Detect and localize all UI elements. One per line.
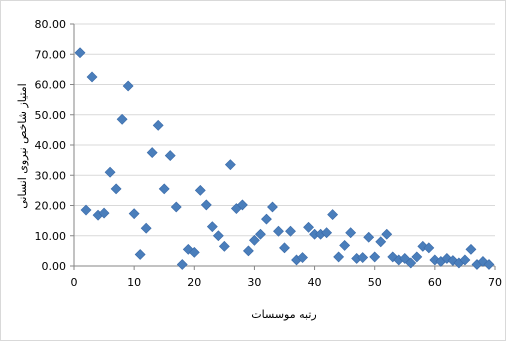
data-point	[285, 225, 296, 237]
data-point	[369, 251, 381, 263]
data-point	[188, 246, 200, 258]
x-tick-label: 0	[71, 276, 78, 289]
data-point	[224, 159, 236, 171]
data-point	[363, 231, 375, 243]
data-point	[303, 221, 314, 233]
y-tick-label: 80.00	[35, 18, 67, 31]
data-point	[345, 227, 357, 239]
data-point	[122, 80, 134, 92]
data-point	[465, 243, 477, 255]
data-point	[182, 243, 194, 255]
data-point	[110, 183, 122, 195]
gridlines	[74, 23, 495, 237]
data-point	[327, 209, 339, 220]
data-point	[261, 213, 272, 225]
x-axis-title: رتبه موسسات	[251, 308, 316, 321]
data-point	[164, 150, 176, 162]
data-point	[333, 251, 345, 263]
data-point	[273, 225, 284, 237]
data-point	[170, 201, 182, 213]
x-tick-label: 70	[488, 276, 502, 289]
data-points	[74, 47, 495, 270]
data-point	[405, 257, 417, 269]
x-tick-label: 60	[428, 276, 442, 289]
x-tick-label: 10	[127, 276, 141, 289]
data-point	[86, 71, 98, 83]
y-tick-label: 30.00	[35, 169, 67, 182]
data-point	[212, 230, 224, 242]
data-point	[80, 204, 92, 216]
data-point	[116, 113, 128, 125]
data-point	[255, 228, 266, 240]
data-point	[236, 199, 248, 211]
data-point	[423, 242, 435, 254]
y-tick-label: 40.00	[35, 139, 67, 152]
data-point	[200, 199, 212, 211]
data-point	[375, 236, 387, 248]
x-tick-label: 20	[187, 276, 201, 289]
data-point	[267, 201, 278, 213]
x-tick-label: 50	[368, 276, 382, 289]
data-point	[74, 47, 86, 59]
data-point	[339, 240, 351, 251]
data-point	[98, 207, 110, 219]
data-point	[104, 166, 116, 178]
data-point	[411, 251, 423, 263]
x-tick-label: 30	[247, 276, 261, 289]
data-point	[152, 119, 164, 131]
y-axis-title: امتیاز شاخص نیروی انسانی	[16, 83, 29, 208]
axes	[70, 23, 496, 270]
data-point	[249, 234, 260, 246]
data-point	[483, 259, 495, 270]
data-point	[357, 252, 369, 263]
y-tick-label: 70.00	[35, 48, 67, 61]
data-point	[399, 253, 411, 264]
data-point	[206, 221, 218, 233]
data-point	[158, 183, 170, 195]
data-point	[218, 240, 230, 252]
data-point	[441, 253, 453, 264]
data-point	[242, 245, 254, 257]
y-tick-label: 50.00	[35, 109, 67, 122]
data-point	[279, 242, 290, 254]
y-tick-label: 20.00	[35, 200, 67, 213]
y-tick-label: 60.00	[35, 79, 67, 92]
y-tick-label: 0.00	[42, 260, 67, 273]
data-point	[297, 252, 308, 263]
tick-labels: 0.00 10.00 20.00 30.00 40.00 50.00 60.00 70.00 8…	[35, 18, 503, 289]
data-point	[194, 184, 206, 196]
x-tick-label: 40	[308, 276, 322, 289]
data-point	[321, 227, 333, 239]
data-point	[140, 222, 152, 234]
data-point	[146, 147, 158, 158]
y-tick-label: 10.00	[35, 230, 67, 243]
data-point	[381, 228, 393, 240]
data-point	[134, 249, 146, 260]
data-point	[459, 254, 471, 266]
data-point	[128, 208, 140, 220]
data-point	[176, 259, 188, 270]
